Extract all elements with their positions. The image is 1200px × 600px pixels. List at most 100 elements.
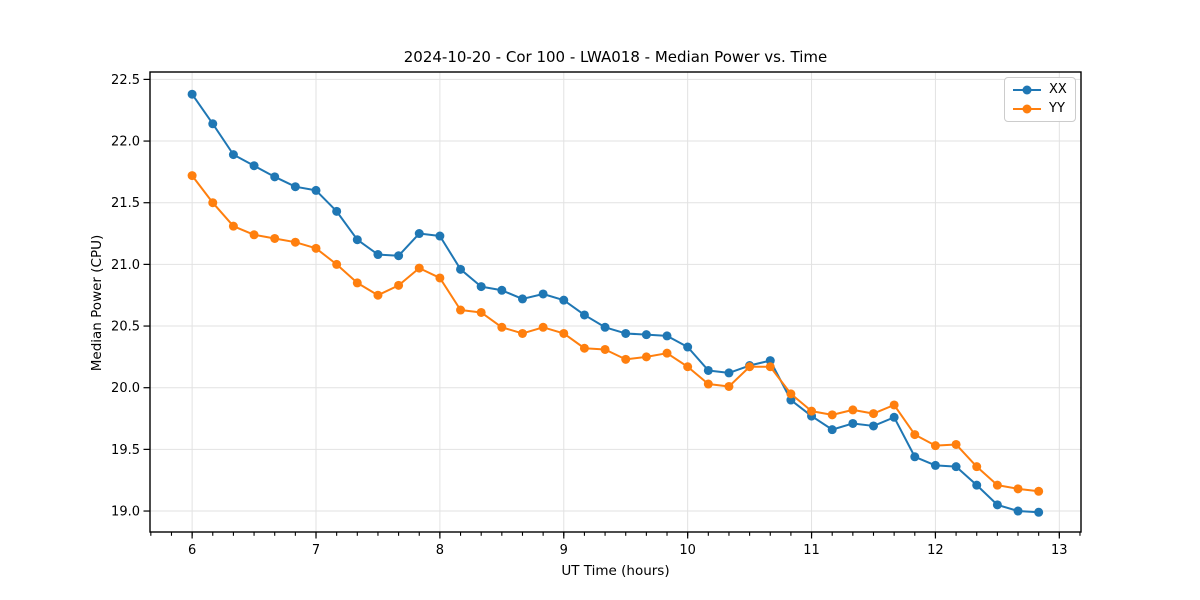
series-xx-marker bbox=[889, 412, 899, 422]
series-yy-marker bbox=[889, 400, 899, 410]
series-xx-line bbox=[191, 93, 1040, 514]
series-xx-marker bbox=[249, 161, 259, 171]
series-xx-marker bbox=[394, 251, 404, 261]
series-yy-marker bbox=[703, 379, 713, 389]
series-yy-marker bbox=[972, 462, 982, 472]
series-xx-marker bbox=[414, 229, 424, 239]
x-tick-label: 11 bbox=[803, 543, 820, 558]
x-tick-label: 7 bbox=[312, 543, 320, 558]
series-yy-marker bbox=[910, 430, 920, 440]
y-tick-label: 22.5 bbox=[111, 73, 140, 88]
x-tick-label: 9 bbox=[560, 543, 568, 558]
legend-box: XX YY bbox=[1004, 77, 1076, 122]
series-yy-marker bbox=[827, 410, 837, 420]
series-xx-marker bbox=[1013, 506, 1023, 516]
series-yy-marker bbox=[600, 344, 610, 354]
y-tick-label: 20.0 bbox=[111, 381, 140, 396]
x-tick-label: 6 bbox=[188, 543, 196, 558]
series-xx-marker bbox=[848, 418, 858, 428]
series-xx-marker bbox=[765, 356, 775, 366]
series-xx-marker bbox=[827, 425, 837, 435]
x-tick-label: 10 bbox=[679, 543, 696, 558]
series-yy-marker bbox=[228, 221, 238, 231]
y-axis-title: Median Power (CPU) bbox=[89, 234, 105, 372]
series-yy-marker bbox=[641, 352, 651, 362]
series-yy-marker bbox=[724, 381, 734, 391]
series-yy-marker bbox=[786, 389, 796, 399]
series-xx-marker bbox=[373, 250, 383, 260]
series-xx-marker bbox=[600, 322, 610, 332]
series-yy-marker bbox=[930, 441, 940, 451]
series-yy-marker bbox=[1013, 484, 1023, 494]
y-tick-label: 19.5 bbox=[111, 443, 140, 458]
y-tick-label: 22.0 bbox=[111, 135, 140, 150]
series-yy-marker bbox=[559, 328, 569, 338]
plot-border bbox=[149, 71, 1082, 533]
series-xx-marker bbox=[456, 264, 466, 274]
legend-item-yy: YY bbox=[1012, 101, 1067, 117]
series-yy-marker bbox=[662, 348, 672, 358]
series-yy-marker bbox=[1034, 486, 1044, 496]
series-yy-marker bbox=[270, 233, 280, 243]
series-xx-marker bbox=[497, 285, 507, 295]
series-xx-marker bbox=[332, 206, 342, 216]
series-yy-marker bbox=[745, 362, 755, 372]
series-xx-marker bbox=[662, 331, 672, 341]
x-tick-label: 12 bbox=[927, 543, 944, 558]
series-xx-marker bbox=[270, 172, 280, 182]
legend-label-yy: YY bbox=[1049, 101, 1065, 116]
legend-line-yy-icon bbox=[1013, 104, 1041, 114]
series-yy-marker bbox=[311, 243, 321, 253]
series-yy-marker bbox=[765, 362, 775, 372]
series-yy-line bbox=[191, 174, 1040, 493]
series-xx-marker bbox=[683, 342, 693, 352]
series-xx-marker bbox=[435, 231, 445, 241]
series-yy-marker bbox=[621, 354, 631, 364]
series-yy-marker bbox=[848, 405, 858, 415]
legend-line-xx-icon bbox=[1013, 85, 1041, 95]
y-tick-label: 21.5 bbox=[111, 196, 140, 211]
series-yy-marker bbox=[414, 263, 424, 273]
series-yy-marker bbox=[807, 406, 817, 416]
series-xx-marker bbox=[868, 421, 878, 431]
series-xx-marker bbox=[703, 365, 713, 375]
series-yy-marker bbox=[992, 480, 1002, 490]
series-xx-marker bbox=[517, 294, 527, 304]
series-xx-marker bbox=[786, 395, 796, 405]
series-yy-marker bbox=[187, 171, 197, 181]
legend-item-xx: XX bbox=[1012, 82, 1067, 98]
series-xx-marker bbox=[951, 462, 961, 472]
series-yy-marker bbox=[435, 273, 445, 283]
series-xx-marker bbox=[352, 235, 362, 245]
series-xx-marker bbox=[1034, 507, 1044, 517]
series-xx-marker bbox=[992, 500, 1002, 510]
series-xx-marker bbox=[641, 330, 651, 340]
y-tick-label: 20.5 bbox=[111, 320, 140, 335]
series-xx-marker bbox=[538, 289, 548, 299]
x-tick-label: 8 bbox=[436, 543, 444, 558]
series-yy-marker bbox=[352, 278, 362, 288]
series-xx-marker bbox=[579, 310, 589, 320]
series-yy-marker bbox=[394, 280, 404, 290]
series-yy-marker bbox=[249, 230, 259, 240]
series-xx-marker bbox=[972, 480, 982, 490]
x-tick-label: 13 bbox=[1051, 543, 1068, 558]
x-axis-title: UT Time (hours) bbox=[561, 563, 670, 579]
series-xx-marker bbox=[621, 328, 631, 338]
chart-title: 2024-10-20 - Cor 100 - LWA018 - Median P… bbox=[403, 48, 828, 66]
series-xx-marker bbox=[559, 295, 569, 305]
series-xx-marker bbox=[930, 460, 940, 470]
series-yy-marker bbox=[497, 322, 507, 332]
series-xx-marker bbox=[187, 89, 197, 99]
series-yy-marker bbox=[868, 409, 878, 419]
series-yy-marker bbox=[517, 328, 527, 338]
series-xx-marker bbox=[290, 182, 300, 192]
series-yy-marker bbox=[332, 259, 342, 269]
series-xx-marker bbox=[724, 368, 734, 378]
series-yy-marker bbox=[579, 343, 589, 353]
series-yy-marker bbox=[208, 198, 218, 208]
y-tick-label: 19.0 bbox=[111, 505, 140, 520]
series-yy-marker bbox=[951, 439, 961, 449]
series-yy-marker bbox=[538, 322, 548, 332]
